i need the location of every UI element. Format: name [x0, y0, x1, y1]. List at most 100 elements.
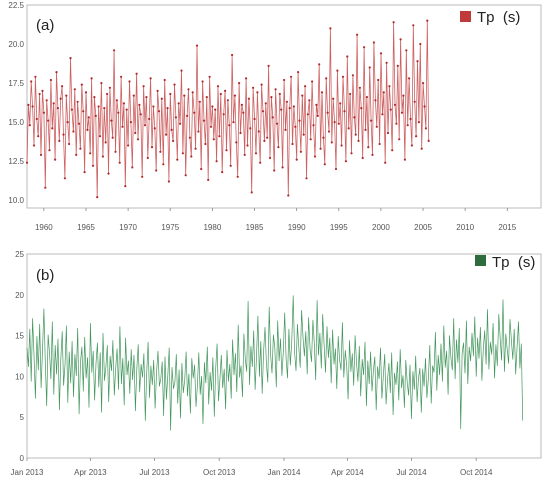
data-point — [413, 100, 416, 103]
data-point — [270, 96, 273, 99]
panel-a-y-ticks: 10.0 12.5 15.0 17.5 20.0 22.5 — [8, 1, 24, 205]
data-point — [381, 113, 384, 116]
data-point — [184, 174, 187, 177]
data-point — [228, 124, 231, 127]
data-point — [114, 150, 117, 153]
data-point — [73, 88, 76, 91]
data-point — [416, 60, 419, 63]
data-point — [295, 158, 298, 161]
data-point — [202, 119, 206, 122]
y-tick-label: 10 — [15, 372, 24, 381]
x-tick-label: 1990 — [288, 223, 306, 232]
data-point — [274, 88, 277, 91]
data-point — [325, 77, 328, 80]
data-point — [312, 124, 315, 127]
data-point — [149, 77, 152, 80]
panel-b: (b) Tp (s) 0 5 10 15 20 25 Jan 2013 Apr 2013 Ju… — [11, 250, 542, 477]
data-point — [56, 107, 60, 110]
data-point — [59, 97, 62, 100]
data-point — [91, 164, 95, 167]
data-point — [84, 91, 88, 94]
data-point — [281, 166, 284, 169]
data-point — [28, 124, 31, 127]
data-point — [170, 128, 173, 131]
data-point — [242, 111, 245, 114]
data-point — [162, 163, 165, 166]
data-point — [419, 42, 422, 46]
data-point — [212, 138, 215, 141]
data-point — [238, 82, 241, 85]
data-point — [427, 139, 430, 142]
data-point — [176, 158, 179, 161]
data-point — [89, 152, 92, 155]
data-point — [51, 127, 54, 130]
data-point — [252, 86, 255, 89]
data-point — [65, 94, 68, 97]
data-point — [120, 75, 123, 78]
panel-b-series — [26, 295, 524, 431]
data-point — [313, 155, 317, 158]
x-tick-label: Jul 2013 — [139, 468, 170, 477]
data-point — [197, 130, 200, 133]
data-point — [250, 191, 253, 194]
data-point — [398, 138, 401, 141]
data-point — [135, 72, 138, 75]
data-point — [402, 94, 405, 97]
data-point — [374, 99, 377, 102]
data-point — [63, 177, 66, 180]
data-point — [271, 116, 274, 119]
data-point — [143, 124, 147, 127]
data-point — [113, 49, 116, 52]
data-point — [395, 122, 398, 125]
data-point — [214, 108, 217, 111]
data-point — [326, 111, 329, 114]
data-point — [334, 167, 338, 171]
data-point — [356, 33, 359, 36]
data-point — [191, 91, 194, 94]
data-point — [45, 99, 48, 102]
data-point — [80, 83, 83, 86]
data-point — [177, 102, 180, 105]
data-point — [108, 86, 111, 89]
data-point — [226, 99, 229, 102]
data-point — [294, 125, 297, 128]
data-point — [205, 96, 208, 99]
y-tick-label: 20 — [15, 291, 24, 300]
data-point — [288, 107, 291, 110]
data-point — [256, 91, 259, 94]
data-point — [30, 80, 33, 83]
data-point — [426, 19, 429, 22]
data-point — [340, 144, 343, 147]
x-tick-label: Jan 2013 — [11, 468, 44, 477]
data-point — [134, 131, 137, 135]
data-point — [124, 185, 127, 188]
data-point — [132, 94, 135, 97]
data-point — [141, 175, 144, 178]
data-point — [408, 77, 411, 80]
data-point — [268, 156, 272, 160]
data-point — [350, 152, 353, 155]
data-point — [320, 91, 324, 94]
y-tick-label: 25 — [15, 250, 24, 259]
data-point — [146, 156, 149, 160]
data-point — [131, 166, 134, 169]
panel-b-plot-area — [26, 253, 542, 459]
data-point — [101, 155, 104, 158]
data-point — [110, 119, 113, 122]
data-point — [152, 105, 155, 108]
data-point — [357, 139, 360, 142]
data-point — [188, 136, 191, 139]
data-point — [343, 110, 346, 113]
data-point — [72, 130, 75, 133]
data-point — [415, 135, 418, 138]
data-point — [204, 142, 207, 146]
data-point — [180, 69, 183, 72]
data-point — [306, 113, 309, 116]
data-point — [117, 111, 120, 114]
data-point — [406, 124, 409, 127]
data-point — [257, 130, 260, 133]
data-point — [225, 149, 228, 152]
y-tick-label: 0 — [20, 454, 25, 463]
data-point — [377, 78, 380, 82]
data-point — [365, 96, 368, 99]
